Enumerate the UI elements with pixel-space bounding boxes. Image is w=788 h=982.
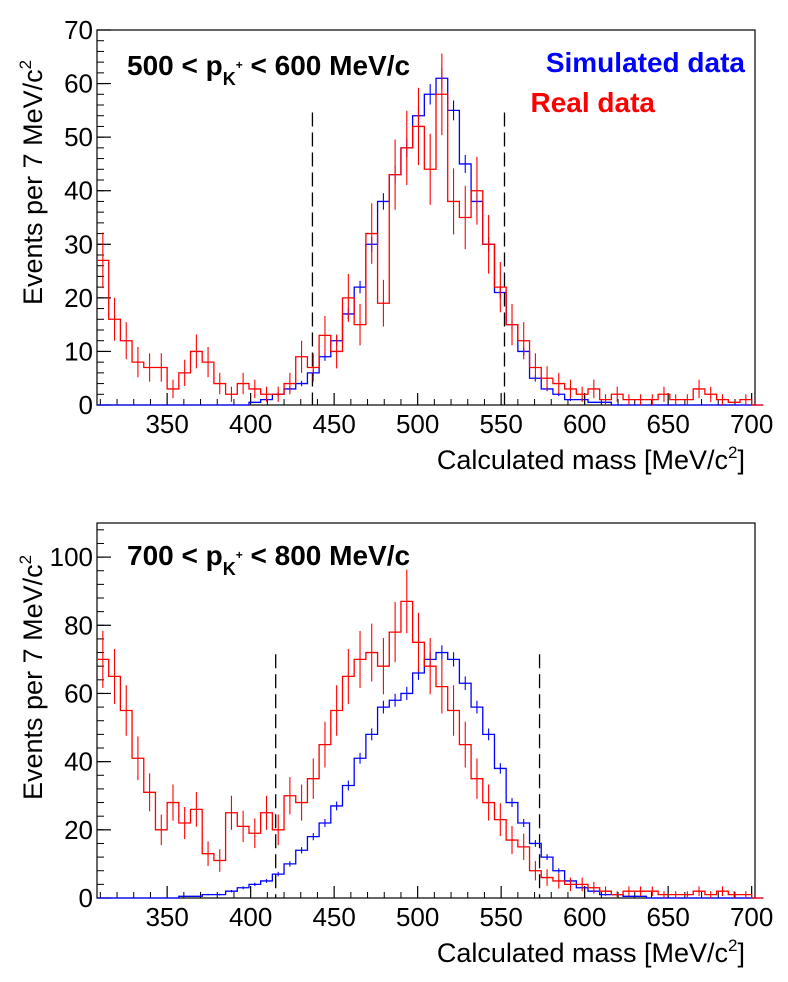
y-tick-label: 40 [64, 176, 93, 206]
y-axis-label-top: Events per 7 MeV/c2 [16, 60, 48, 305]
x-tick-label: 550 [479, 902, 522, 932]
x-tick-label: 500 [396, 409, 439, 439]
panel-title-bottom: 700 < pK+ < 800 MeV/c [127, 540, 410, 579]
histogram-line [97, 651, 764, 899]
cut-lines-top [311, 112, 506, 405]
histogram-line [97, 93, 764, 406]
y-tick-label: 40 [64, 747, 93, 777]
x-tick-label: 550 [479, 409, 522, 439]
y-tick-label: 60 [64, 69, 93, 99]
legend-real: Real data [531, 87, 656, 118]
cut-lines-bottom [275, 654, 541, 898]
y-tick-label: 20 [64, 815, 93, 845]
series-bottom [97, 569, 764, 899]
x-tick-label: 450 [312, 902, 355, 932]
x-axis-label-top: Calculated mass [MeV/c2] [437, 443, 745, 475]
plot-frame-bottom [96, 522, 756, 899]
x-tick-label: 500 [396, 902, 439, 932]
plot-frame-top [96, 29, 756, 406]
legend-simulated: Simulated data [546, 47, 746, 78]
y-tick-label: 0 [79, 390, 93, 420]
x-tick-label: 700 [730, 409, 773, 439]
x-tick-label: 700 [730, 902, 773, 932]
x-tick-label: 600 [563, 409, 606, 439]
x-tick-label: 350 [145, 409, 188, 439]
x-tick-label: 400 [229, 409, 272, 439]
x-axis-label-bottom: Calculated mass [MeV/c2] [437, 936, 745, 968]
axes-bottom: 350 400 450 500 550 600 650 700 0 20 40 60 80 100 [50, 529, 773, 932]
y-tick-label: 0 [79, 883, 93, 913]
x-tick-label: 600 [563, 902, 606, 932]
x-tick-label: 650 [646, 409, 689, 439]
histogram-line [97, 600, 764, 899]
y-tick-label: 20 [64, 283, 93, 313]
series-top [97, 53, 764, 406]
y-tick-label: 50 [64, 122, 93, 152]
y-tick-label: 60 [64, 678, 93, 708]
axes-top: 350 400 450 500 550 600 650 700 0 10 20 30 40 50 60 70 [64, 15, 773, 439]
y-axis-label-bottom: Events per 7 MeV/c2 [16, 555, 48, 800]
histogram-line [97, 77, 764, 406]
y-tick-label: 10 [64, 336, 93, 366]
x-tick-label: 450 [312, 409, 355, 439]
y-tick-label: 30 [64, 229, 93, 259]
x-tick-label: 350 [145, 902, 188, 932]
y-tick-label: 100 [50, 542, 93, 572]
x-tick-label: 400 [229, 902, 272, 932]
panel-top: 350 400 450 500 550 600 650 700010203040506070 … [16, 15, 773, 475]
panel-title-top: 500 < pK+ < 600 MeV/c [127, 50, 410, 89]
y-tick-label: 70 [64, 15, 93, 45]
x-tick-label: 650 [646, 902, 689, 932]
panel-bottom: 350 400 450 500 550 600 650 700 0 20 40 60 80 100 700… [16, 522, 773, 968]
y-tick-label: 80 [64, 610, 93, 640]
